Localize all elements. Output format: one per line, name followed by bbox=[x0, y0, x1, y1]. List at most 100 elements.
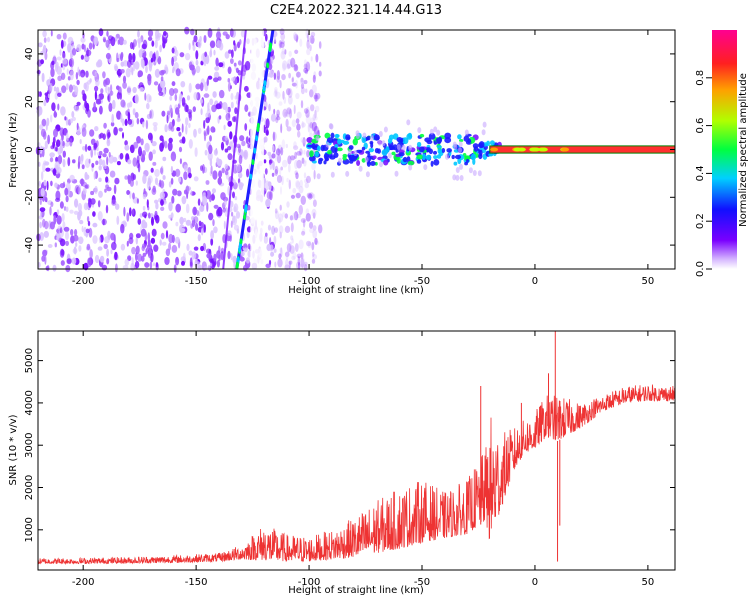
heatmap-noise-cell bbox=[155, 262, 159, 268]
heatmap-noise-cell bbox=[286, 112, 290, 118]
heatmap-noise-cell bbox=[166, 110, 171, 116]
x-tick-label: -200 bbox=[72, 276, 95, 287]
heatmap-noise-cell bbox=[239, 181, 242, 187]
heatmap-noise-cell bbox=[299, 148, 303, 156]
heatmap-band-cell bbox=[426, 139, 433, 145]
heatmap-noise-cell bbox=[41, 118, 47, 127]
heatmap-noise-cell bbox=[267, 224, 272, 231]
heatmap-noise-cell bbox=[56, 235, 60, 241]
heatmap-noise-cell bbox=[77, 202, 82, 212]
heatmap-streak-cell bbox=[256, 122, 260, 129]
heatmap-noise-cell bbox=[310, 117, 315, 126]
heatmap-band-halo bbox=[472, 170, 477, 176]
heatmap-streak-cell bbox=[249, 173, 253, 180]
heatmap-noise-cell bbox=[59, 227, 63, 234]
heatmap-noise-cell bbox=[160, 69, 166, 74]
heatmap-noise-cell bbox=[243, 264, 248, 272]
heatmap-noise-cell bbox=[114, 177, 120, 185]
heatmap-noise-cell bbox=[237, 69, 242, 76]
heatmap-noise-cell bbox=[94, 126, 99, 132]
heatmap-noise-cell bbox=[127, 111, 131, 122]
heatmap-secondary-streak bbox=[222, 29, 247, 270]
heatmap-noise-cell bbox=[103, 122, 107, 129]
heatmap-noise-cell bbox=[129, 42, 134, 50]
heatmap-noise-cell bbox=[313, 125, 319, 135]
heatmap-noise-cell bbox=[241, 140, 246, 147]
heatmap-noise-cell bbox=[98, 28, 104, 37]
colorbar-tick-label: 0.2 bbox=[695, 213, 706, 229]
heatmap-noise-cell bbox=[65, 132, 69, 141]
heatmap-noise-cell bbox=[81, 225, 84, 233]
heatmap-noise-cell bbox=[154, 169, 160, 177]
heatmap-noise-cell bbox=[132, 174, 137, 180]
heatmap-noise-cell bbox=[306, 150, 310, 158]
heatmap-noise-cell bbox=[183, 164, 188, 172]
heatmap-noise-cell bbox=[124, 140, 128, 146]
heatmap-noise-cell bbox=[200, 108, 203, 116]
heatmap-noise-cell bbox=[105, 204, 109, 214]
heatmap-noise-cell bbox=[40, 128, 46, 138]
heatmap-noise-cell bbox=[62, 32, 67, 40]
heatmap-noise-cell bbox=[93, 171, 96, 180]
heatmap-streak-cell bbox=[266, 62, 270, 69]
heatmap-band-cell bbox=[388, 134, 395, 140]
heatmap-noise-cell bbox=[217, 76, 222, 81]
heatmap-noise-cell bbox=[287, 58, 293, 69]
heatmap-noise-cell bbox=[105, 39, 110, 48]
heatmap-noise-cell bbox=[174, 168, 181, 177]
heatmap-band-cell bbox=[326, 137, 334, 144]
heatmap-noise-cell bbox=[141, 43, 147, 50]
heatmap-noise-cell bbox=[115, 33, 120, 39]
heatmap-noise-cell bbox=[291, 119, 297, 128]
heatmap-noise-cell bbox=[232, 191, 235, 199]
heatmap-noise-cell bbox=[43, 230, 49, 238]
heatmap-noise-cell bbox=[303, 160, 307, 167]
heatmap-band-halo bbox=[408, 164, 413, 171]
heatmap-noise-cell bbox=[239, 135, 245, 142]
heatmap-noise-cell bbox=[137, 218, 142, 225]
heatmap-noise-cell bbox=[246, 38, 250, 45]
heatmap-noise-cell bbox=[98, 177, 102, 182]
heatmap-noise-cell bbox=[143, 221, 148, 229]
heatmap-noise-cell bbox=[132, 192, 135, 200]
heatmap-noise-cell bbox=[40, 59, 44, 65]
heatmap-noise-cell bbox=[315, 53, 319, 63]
heatmap-noise-cell bbox=[207, 151, 213, 161]
heatmap-noise-cell bbox=[124, 175, 128, 180]
heatmap-noise-cell bbox=[216, 157, 220, 165]
heatmap-noise-cell bbox=[147, 232, 151, 242]
heatmap-noise-cell bbox=[290, 235, 294, 241]
heatmap-band-cell bbox=[419, 146, 425, 153]
heatmap-noise-cell bbox=[85, 228, 90, 234]
x-tick-label: 50 bbox=[642, 276, 655, 287]
heatmap-noise-cell bbox=[310, 56, 313, 62]
heatmap-noise-cell bbox=[118, 127, 123, 132]
heatmap-noise-cell bbox=[71, 111, 75, 118]
heatmap-noise-cell bbox=[210, 165, 213, 175]
heatmap-noise-cell bbox=[300, 79, 305, 85]
heatmap-noise-cell bbox=[271, 225, 276, 235]
heatmap-noise-cell bbox=[184, 26, 190, 35]
heatmap-streak-cell bbox=[238, 246, 242, 253]
heatmap-noise-cell bbox=[168, 214, 173, 219]
heatmap-noise-cell bbox=[43, 179, 47, 186]
heatmap-noise-cell bbox=[301, 230, 306, 236]
heatmap-noise-cell bbox=[188, 123, 191, 128]
heatmap-noise-cell bbox=[220, 251, 224, 261]
heatmap-noise-cell bbox=[116, 215, 120, 225]
heatmap-noise-cell bbox=[296, 213, 301, 219]
heatmap-noise-cell bbox=[279, 204, 282, 211]
heatmap-noise-cell bbox=[292, 251, 297, 260]
heatmap-noise-cell bbox=[145, 248, 148, 255]
heatmap-noise-cell bbox=[106, 248, 109, 257]
heatmap-noise-cell bbox=[183, 217, 187, 223]
heatmap-noise-cell bbox=[41, 171, 44, 181]
heatmap-noise-cell bbox=[62, 140, 65, 149]
heatmap-noise-cell bbox=[37, 106, 43, 116]
heatmap-noise-cell bbox=[40, 187, 45, 197]
heatmap-noise-cell bbox=[114, 65, 119, 72]
heatmap-noise-cell bbox=[300, 218, 307, 223]
heatmap-noise-cell bbox=[318, 41, 322, 49]
heatmap-noise-cell bbox=[289, 108, 292, 119]
heatmap-noise-cell bbox=[84, 56, 90, 61]
